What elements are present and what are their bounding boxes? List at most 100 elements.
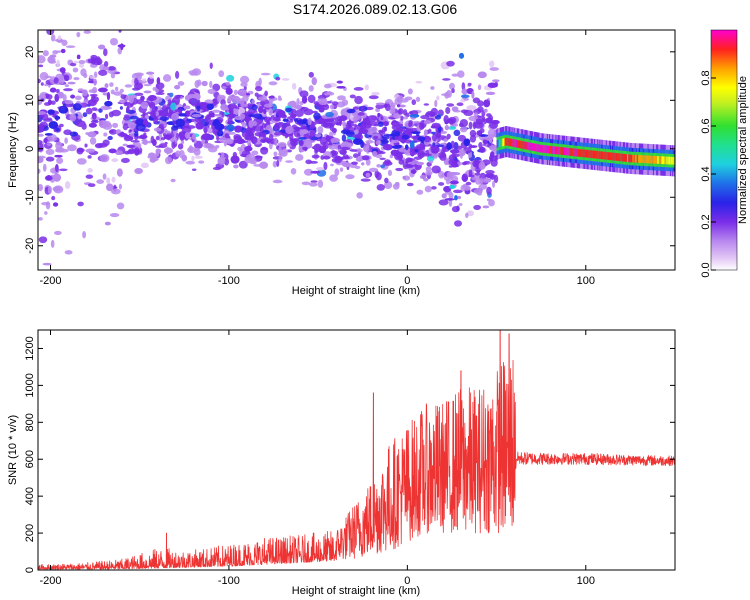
spectrogram-cell xyxy=(45,94,53,100)
spectrogram-ridge-cell xyxy=(673,156,675,165)
spectrogram-cell xyxy=(391,120,400,126)
spectrogram-cell xyxy=(313,112,321,120)
colorbar-label: Normalized spectral amplitude xyxy=(737,76,749,224)
spectrogram-cell xyxy=(90,119,99,124)
spectrogram-cell xyxy=(315,167,325,171)
spectrogram-ridge-cell xyxy=(606,152,609,160)
spectrogram-cell xyxy=(461,88,468,95)
spectrogram-ridge-cell xyxy=(649,155,652,164)
spectrogram-cell xyxy=(226,124,235,131)
spectrogram-cell xyxy=(220,151,225,159)
spectrogram-cell xyxy=(120,157,130,164)
spectrogram-ridge-cell xyxy=(540,144,542,153)
spectrogram-cell xyxy=(446,118,454,124)
spectrogram-cell xyxy=(148,74,154,79)
spectrogram-cell xyxy=(409,140,415,150)
spectrogram-cell xyxy=(69,62,77,67)
spectrogram-cell xyxy=(430,86,435,90)
spectrogram-cell xyxy=(336,80,343,84)
spectrogram-ridge-cell xyxy=(566,147,568,156)
spectrogram-cell xyxy=(296,98,300,106)
spectrogram-cell xyxy=(446,60,455,67)
spectrogram-cell xyxy=(39,71,49,81)
spectrogram-cell xyxy=(463,109,474,117)
spectrogram-cell xyxy=(47,109,55,115)
spectrogram-cell xyxy=(443,138,448,143)
snr-y-tick-label: 1200 xyxy=(24,336,36,360)
spectrogram-y-label: Frequency (Hz) xyxy=(7,112,19,188)
spectrogram-cell xyxy=(141,139,148,142)
spectrogram-cell xyxy=(363,145,370,153)
spectrogram-cell xyxy=(111,158,119,163)
spectrogram-cell xyxy=(372,150,378,157)
spectrogram-ridge-cell xyxy=(575,148,578,157)
spectrogram-cell xyxy=(390,149,400,156)
spectrogram-y-axis: -20 -10 0 10 20 xyxy=(24,46,675,254)
spectrogram-cell xyxy=(260,72,271,76)
spectrogram-x-tick-label: 0 xyxy=(404,275,410,287)
spectrogram-cell xyxy=(468,115,479,122)
spectrogram-cell xyxy=(114,86,119,92)
spectrogram-cell xyxy=(38,156,44,164)
spectrogram-cell xyxy=(38,55,46,64)
spectrogram-cell xyxy=(92,86,98,94)
spectrogram-cell xyxy=(296,119,307,125)
spectrogram-cell xyxy=(195,122,204,130)
spectrogram-cell xyxy=(417,136,426,141)
spectrogram-cell xyxy=(96,179,105,184)
spectrogram-cell xyxy=(282,148,288,154)
spectrogram-cell xyxy=(394,181,400,187)
spectrogram-cell xyxy=(345,123,352,129)
spectrogram-ridge-cell xyxy=(661,156,663,165)
spectrogram-ridge-cell xyxy=(633,154,636,163)
spectrogram-ridge-cell xyxy=(666,156,669,165)
spectrogram-cell xyxy=(447,126,457,130)
spectrogram-ridge-cell xyxy=(567,147,569,156)
spectrogram-ridge-cell xyxy=(667,156,670,165)
spectrogram-cell xyxy=(492,180,496,188)
spectrogram-cell xyxy=(233,89,238,96)
spectrogram-cell xyxy=(119,88,125,93)
spectrogram-cell xyxy=(365,116,370,123)
spectrogram-cell xyxy=(205,143,213,149)
spectrogram-cell xyxy=(310,180,318,183)
spectrogram-cell xyxy=(299,101,304,106)
spectrogram-cell xyxy=(272,179,283,184)
spectrogram-cell xyxy=(46,143,52,146)
spectrogram-cell xyxy=(461,161,468,166)
spectrogram-cell xyxy=(268,81,278,86)
spectrogram-cell xyxy=(331,127,337,133)
spectrogram-cell xyxy=(50,239,55,248)
spectrogram-ridge-cell xyxy=(626,154,628,162)
spectrogram-ridge-cell xyxy=(514,139,517,148)
spectrogram-ridge-cell xyxy=(616,153,618,161)
spectrogram-cell xyxy=(54,230,62,236)
spectrogram-cell xyxy=(106,183,114,192)
spectrogram-cell xyxy=(251,150,259,156)
spectrogram-cell xyxy=(371,91,380,96)
spectrogram-cell xyxy=(48,55,54,63)
spectrogram-cell xyxy=(155,152,159,157)
spectrogram-cell xyxy=(486,113,492,117)
spectrogram-ridge-cell xyxy=(671,156,673,165)
spectrogram-cell xyxy=(303,168,314,176)
spectrogram-cell xyxy=(38,78,41,84)
colorbar-tick-label: 0.0 xyxy=(700,262,712,277)
spectrogram-cell xyxy=(342,162,352,168)
spectrogram-ridge-cell xyxy=(634,154,637,163)
snr-x-tick-label: -200 xyxy=(39,575,61,587)
spectrogram-cell xyxy=(409,148,416,157)
spectrogram-cell xyxy=(319,136,327,145)
spectrogram-cell xyxy=(318,106,325,113)
spectrogram-cell xyxy=(295,154,304,161)
spectrogram-cell xyxy=(420,114,430,120)
spectrogram-cell xyxy=(218,70,225,78)
colorbar-tick-label: 0.2 xyxy=(700,214,712,229)
spectrogram-ridge-cell xyxy=(668,156,671,165)
spectrogram-y-tick-label: -20 xyxy=(24,238,36,254)
spectrogram-cell xyxy=(380,164,386,168)
spectrogram-cell xyxy=(349,94,356,99)
spectrogram-cell xyxy=(478,161,486,170)
colorbar: 0.0 0.2 0.4 0.6 0.8 Normalized spectral ampl… xyxy=(700,29,749,278)
spectrogram-ridge-cell xyxy=(580,149,582,157)
